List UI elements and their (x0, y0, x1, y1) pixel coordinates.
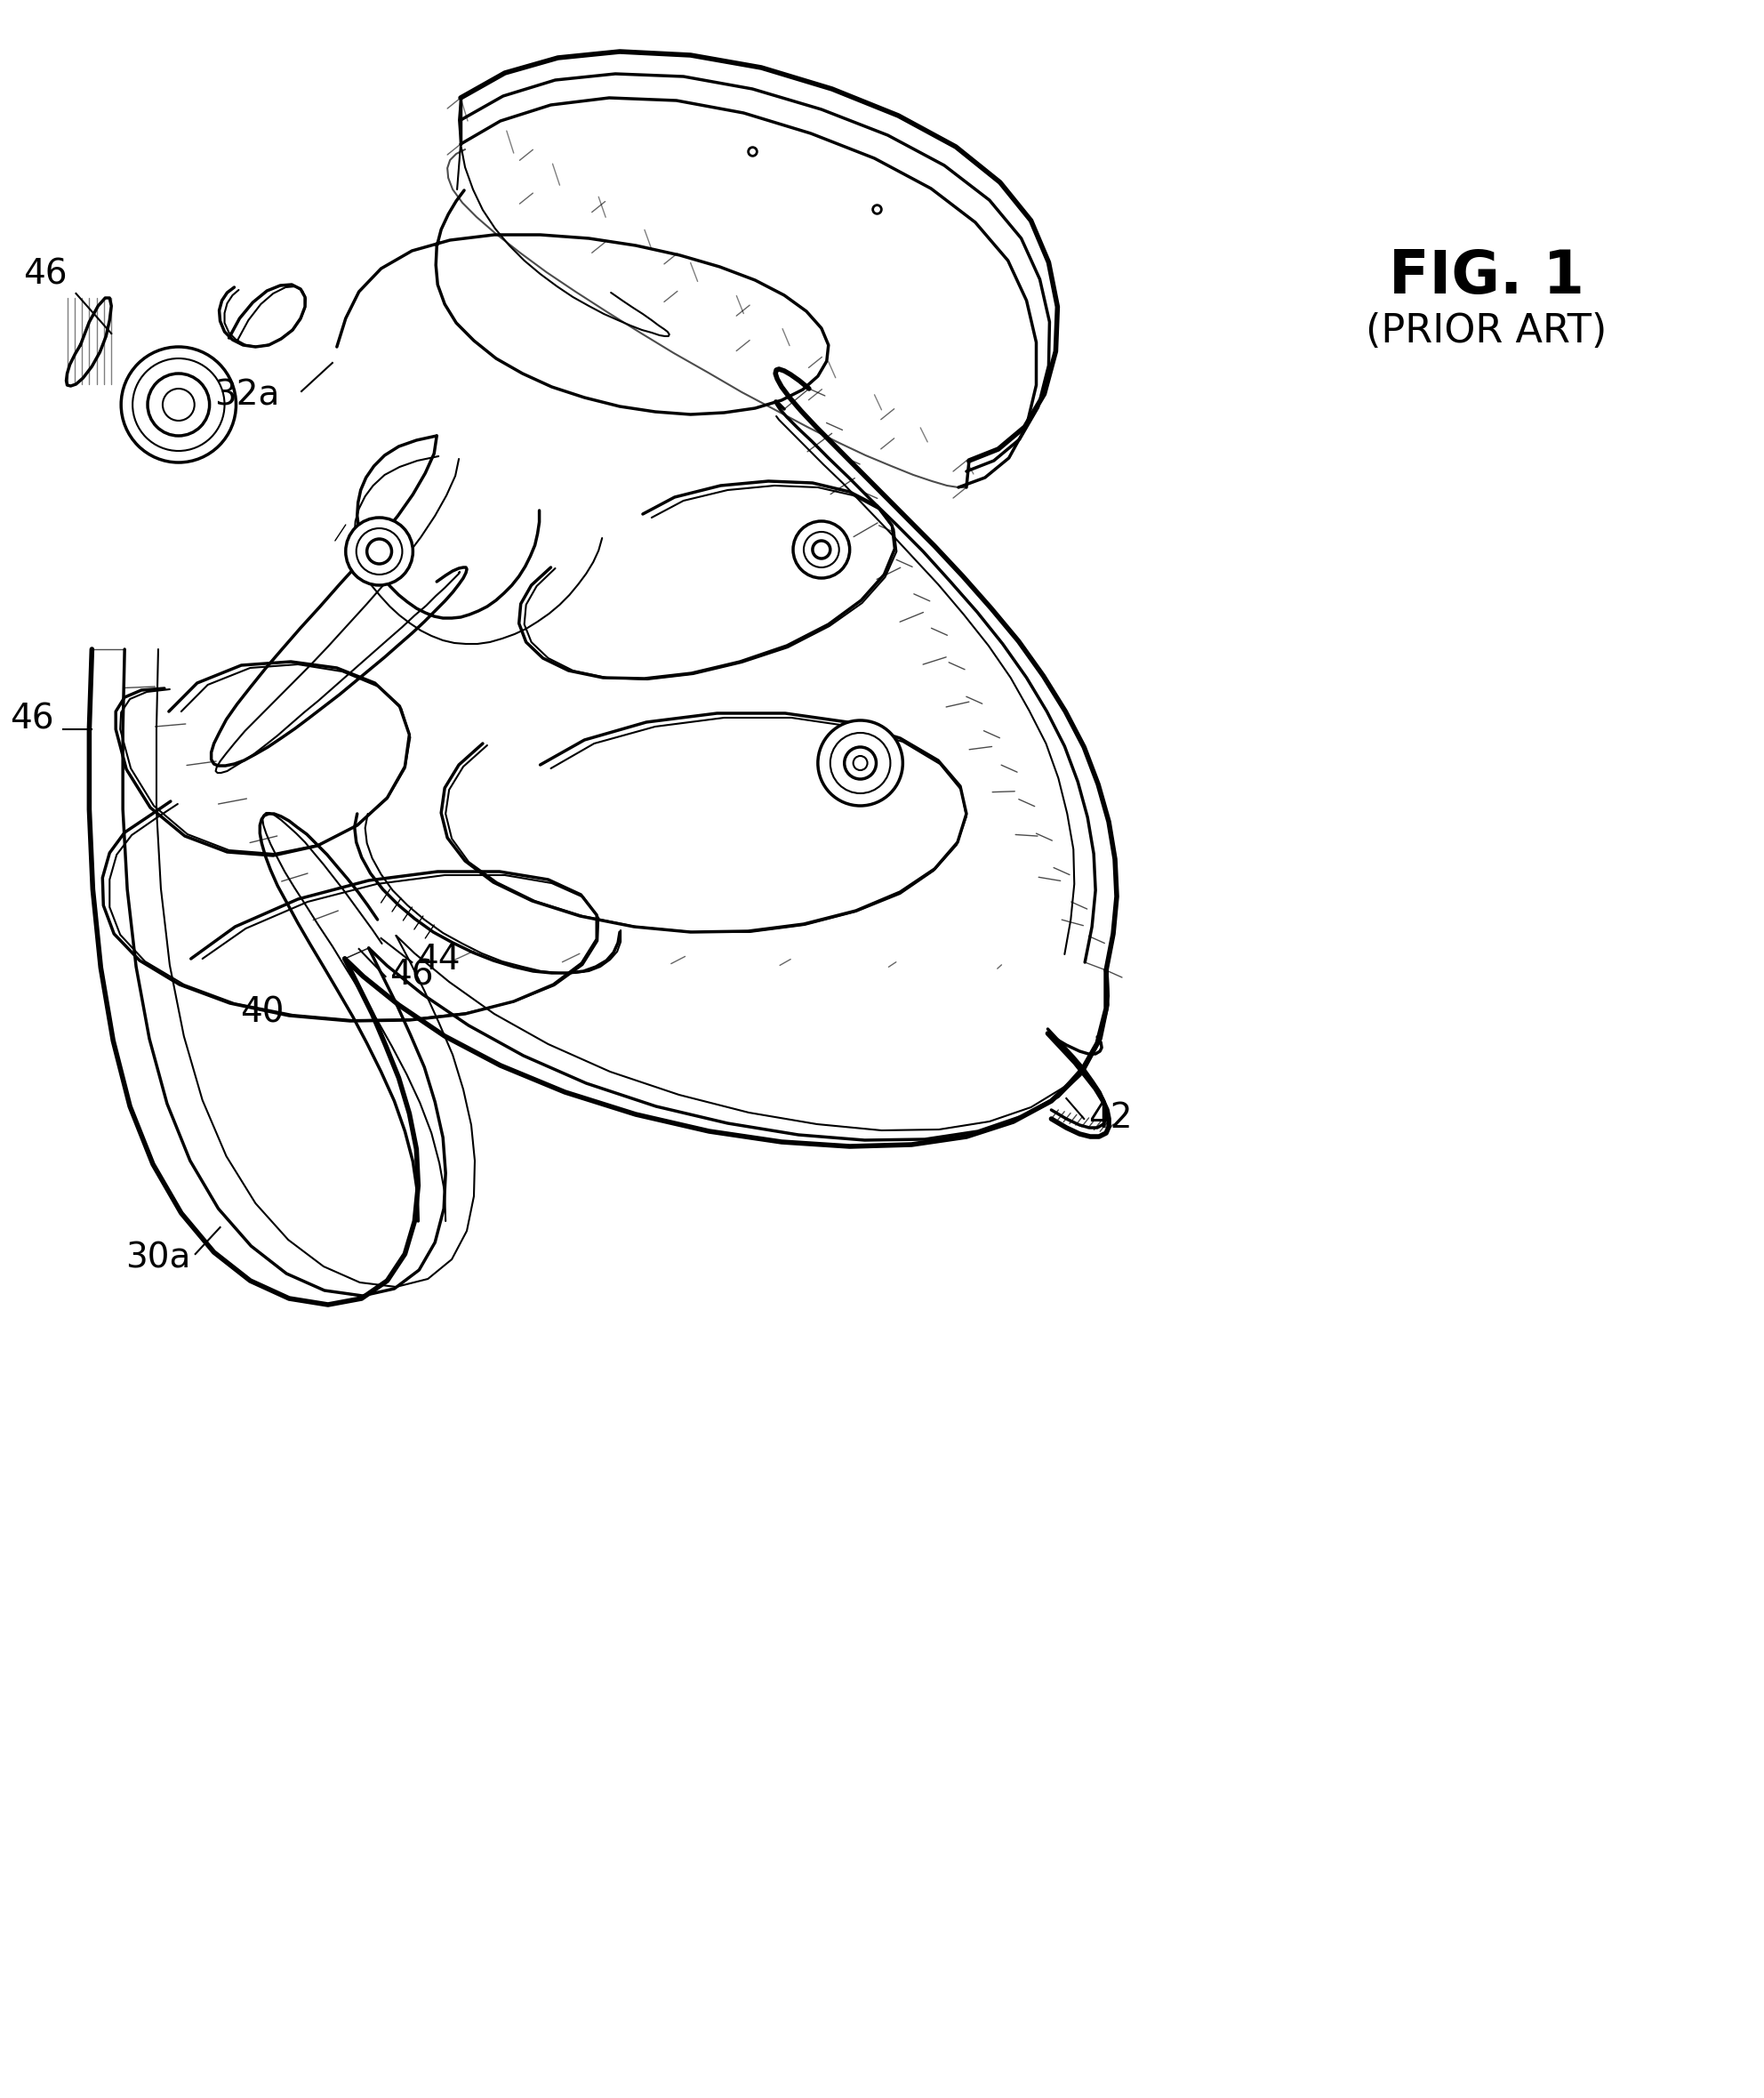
Text: 46: 46 (23, 258, 67, 292)
Circle shape (818, 720, 903, 806)
Text: 44: 44 (416, 942, 460, 976)
Circle shape (346, 518, 413, 585)
Text: 46: 46 (11, 703, 55, 736)
Text: 42: 42 (1088, 1101, 1132, 1135)
Text: (PRIOR ART): (PRIOR ART) (1365, 313, 1607, 350)
Text: FIG. 1: FIG. 1 (1388, 248, 1584, 306)
Text: 40: 40 (240, 997, 284, 1030)
Text: 46: 46 (390, 959, 434, 992)
Circle shape (122, 346, 236, 462)
Text: 32a: 32a (213, 378, 279, 411)
Circle shape (794, 520, 850, 579)
Text: 30a: 30a (125, 1240, 191, 1273)
